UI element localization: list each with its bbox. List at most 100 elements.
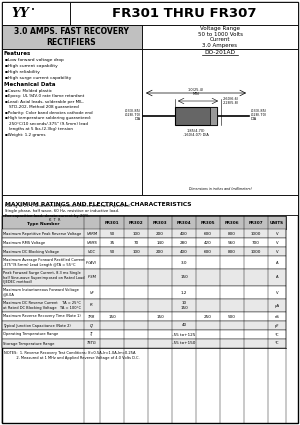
Text: V: V [276,291,278,295]
Text: CJ: CJ [90,323,94,328]
Text: NOTES:  1. Reverse Recovery Test Conditions: If=0.5A,Ir=1.0A,Irr=0.25A: NOTES: 1. Reverse Recovery Test Conditio… [4,351,136,355]
Text: ▪Epoxy: UL 94V-0 rate flame retardant: ▪Epoxy: UL 94V-0 rate flame retardant [5,94,84,98]
Text: ▪Cases: Molded plastic: ▪Cases: Molded plastic [5,88,52,93]
Text: MIN: MIN [193,92,199,96]
Text: 10: 10 [182,301,187,305]
Text: 560: 560 [228,241,236,244]
Text: FR304: FR304 [177,221,191,224]
Text: Voltage Range
50 to 1000 Volts
Current
3.0 Amperes: Voltage Range 50 to 1000 Volts Current 3… [197,26,242,48]
Text: Maximum Repetitive Peak Reverse Voltage: Maximum Repetitive Peak Reverse Voltage [3,232,81,235]
Text: 150: 150 [180,306,188,310]
Text: 3.0 AMPS. FAST RECOVERY
RECTIFIERS: 3.0 AMPS. FAST RECOVERY RECTIFIERS [14,27,128,47]
Text: ▪Weight: 1.2 grams: ▪Weight: 1.2 grams [5,133,46,136]
Text: Type Number: Type Number [27,221,59,226]
Bar [2,238,286,247]
Text: Maximum RMS Voltage: Maximum RMS Voltage [3,241,45,244]
Text: 200: 200 [156,249,164,253]
Text: -55 to+125: -55 to+125 [172,332,196,337]
Text: FR301: FR301 [105,221,119,224]
Text: 50: 50 [110,249,115,253]
Bar [2,229,286,238]
Text: A: A [276,261,278,264]
Text: 150: 150 [108,314,116,318]
Bar [2,49,142,195]
Text: 3.0: 3.0 [181,261,187,264]
Text: IF(AV): IF(AV) [86,261,98,264]
Text: IR: IR [90,303,94,308]
Text: •: • [31,7,35,13]
Text: 600: 600 [204,249,212,253]
Text: 400: 400 [180,232,188,235]
Text: IFSM: IFSM [88,275,96,280]
Text: 35: 35 [110,241,115,244]
Text: °C: °C [275,342,279,346]
Bar [70,2,298,25]
Text: 1000: 1000 [251,249,261,253]
Text: Maximum DC Blocking Voltage: Maximum DC Blocking Voltage [3,249,59,253]
Text: ▪Low forward voltage drop: ▪Low forward voltage drop [5,58,64,62]
Text: VRMS: VRMS [87,241,98,244]
Text: Maximum Reverse Recovery Time (Note 1): Maximum Reverse Recovery Time (Note 1) [3,314,81,318]
Bar [2,247,286,256]
Text: FR306: FR306 [225,221,239,224]
Bar [2,312,286,321]
Bar [2,2,70,25]
Bar [2,25,142,49]
Text: Peak Forward Surge Current, 8.3 ms Single
half Sine-wave Superimposed on Rated L: Peak Forward Surge Current, 8.3 ms Singl… [3,271,85,284]
Text: ▪Lead: Axial leads, solderable per MIL-: ▪Lead: Axial leads, solderable per MIL- [5,99,84,104]
Text: A: A [276,275,278,280]
Text: .228(5.8): .228(5.8) [223,101,239,105]
Text: lengths at 5 lbs.(2.3kg) tension: lengths at 5 lbs.(2.3kg) tension [9,127,73,131]
Text: 140: 140 [156,241,164,244]
Bar [2,339,286,348]
Text: Maximum Instantaneous Forward Voltage
@3.0A: Maximum Instantaneous Forward Voltage @3… [3,288,79,297]
Text: FR301 THRU FR307: FR301 THRU FR307 [112,7,256,20]
Text: ▪High surge current capability: ▪High surge current capability [5,76,71,80]
Text: TSTG: TSTG [87,342,97,346]
Text: V: V [276,232,278,235]
Text: 40: 40 [182,323,187,328]
Text: Maximum Average Forward Rectified Current
.375"(9.5mm) Lead Length @TA = 55°C: Maximum Average Forward Rectified Curren… [3,258,85,267]
Bar [2,216,286,229]
Text: TRR: TRR [88,314,96,318]
Text: Maximum DC Reverse Current    TA = 25°C
at Rated DC Blocking Voltage   TA = 100°: Maximum DC Reverse Current TA = 25°C at … [3,301,81,310]
Text: DO-201AD: DO-201AD [205,50,236,55]
Text: nS: nS [274,314,279,318]
Text: .185(4.70): .185(4.70) [187,129,205,133]
Text: 100: 100 [132,232,140,235]
Bar [2,195,298,215]
Text: 400: 400 [180,249,188,253]
Text: 420: 420 [204,241,212,244]
Text: FR302: FR302 [129,221,143,224]
Text: VRRM: VRRM [86,232,98,235]
Bar [2,299,286,312]
Text: ▪Polarity: Color band denotes cathode end: ▪Polarity: Color band denotes cathode en… [5,110,93,114]
Text: .028(.70): .028(.70) [125,113,141,117]
Bar [142,49,298,195]
Text: °C: °C [275,332,279,337]
Text: .160(4.07) DIA: .160(4.07) DIA [183,133,209,137]
Text: Mechanical Data: Mechanical Data [4,82,55,87]
Text: Features: Features [4,51,31,56]
Bar [142,25,298,49]
Text: MAXIMUM RATINGS AND ELECTRICAL CHARACTERISTICS: MAXIMUM RATINGS AND ELECTRICAL CHARACTER… [5,201,191,207]
Text: DIA: DIA [251,117,257,121]
Text: 600: 600 [204,232,212,235]
Text: FR303: FR303 [153,221,167,224]
Text: 250°C/10 seconds/.375" (9.5mm) lead: 250°C/10 seconds/.375" (9.5mm) lead [9,122,88,125]
Text: 2. Measured at 1 MHz and Applied Reverse Voltage of 4.0 Volts D.C.: 2. Measured at 1 MHz and Applied Reverse… [4,356,140,360]
Text: .033(.85): .033(.85) [125,109,141,113]
Text: 50: 50 [110,232,115,235]
Text: DIA: DIA [135,117,141,121]
Text: FR305: FR305 [201,221,215,224]
Text: ▪High current capability: ▪High current capability [5,64,58,68]
Bar [210,107,217,125]
Text: K  T  R: K T R [49,218,61,221]
Text: ▪High reliability: ▪High reliability [5,70,40,74]
Text: 1.0(25.4): 1.0(25.4) [188,88,204,92]
Text: .028(.70): .028(.70) [251,113,267,117]
Bar [2,330,286,339]
Text: 700: 700 [252,241,260,244]
Text: VDC: VDC [88,249,96,253]
Text: μA: μA [274,303,280,308]
